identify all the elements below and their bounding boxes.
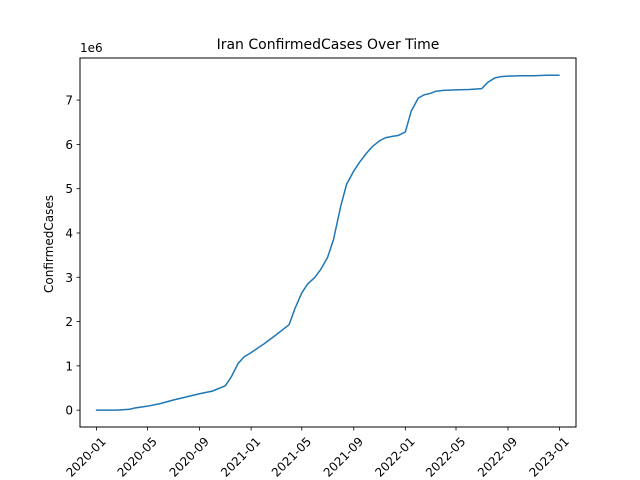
x-tick-label: 2022-09: [475, 434, 520, 479]
y-tick-label: 7: [65, 94, 73, 108]
x-tick-label: 2021-05: [269, 434, 314, 479]
x-tick-label: 2022-01: [372, 434, 417, 479]
y-axis: 0 1 2 3 4 5 6 7: [65, 94, 80, 418]
x-tick-label: 2021-09: [321, 434, 366, 479]
series-line-0: [95, 74, 560, 411]
x-tick-label: 2020-09: [167, 434, 212, 479]
y-tick-label: 6: [65, 138, 73, 152]
plot-layer: [95, 74, 560, 411]
y-tick-label: 2: [65, 315, 73, 329]
y-tick-label: 5: [65, 182, 73, 196]
y-tick-label: 3: [65, 271, 73, 285]
x-tick-label: 2021-01: [218, 434, 263, 479]
y-tick-label: 1: [65, 359, 73, 373]
x-tick-label: 2022-05: [423, 434, 468, 479]
y-multiplier-label: 1e6: [80, 41, 103, 55]
y-axis-label: ConfirmedCases: [42, 195, 56, 293]
x-tick-label: 2023-01: [527, 434, 572, 479]
x-tick-label: 2020-05: [115, 434, 160, 479]
chart-title: Iran ConfirmedCases Over Time: [217, 37, 440, 53]
y-tick-label: 4: [65, 226, 73, 240]
y-tick-label: 0: [65, 404, 73, 418]
x-tick-label: 2020-01: [63, 434, 108, 479]
plot-area-frame: [79, 57, 577, 428]
x-axis: 2020-01 2020-05 2020-09 2021-01 2021-05 2021-…: [63, 427, 572, 480]
